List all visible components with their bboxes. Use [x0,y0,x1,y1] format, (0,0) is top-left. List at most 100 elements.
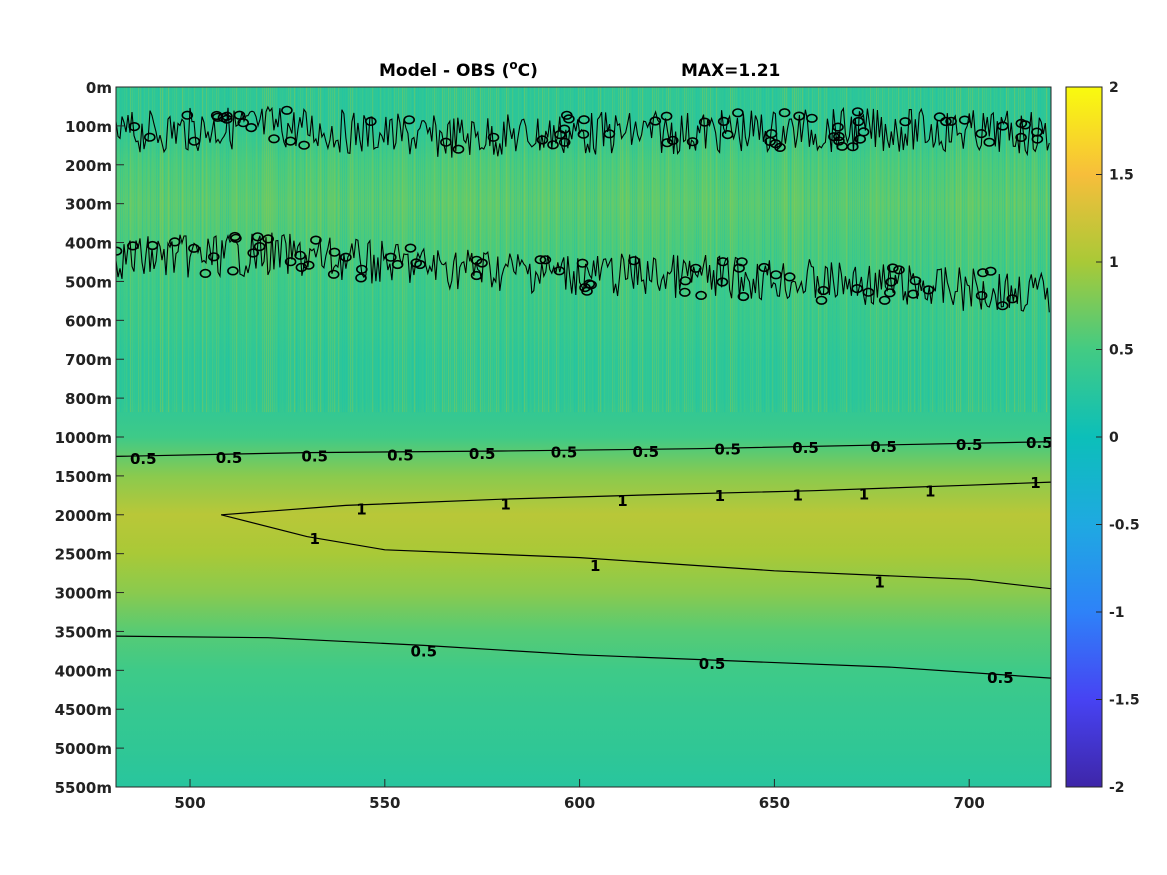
noise-stripe [740,87,742,413]
noise-stripe [1004,87,1006,413]
contour-label-0 [221,114,233,124]
noise-stripe [232,87,234,413]
noise-stripe [362,87,364,413]
noise-stripe [594,87,596,413]
noise-stripe [976,87,978,413]
noise-stripe [170,87,172,413]
contour-label-0 [958,115,971,125]
noise-stripe [534,87,536,413]
noise-stripe [714,87,716,413]
contour-line-0.5 [116,441,1051,457]
colorbar-tick-label: 0.5 [1109,343,1134,359]
noise-stripe [470,87,472,413]
noise-stripe [388,87,390,413]
noise-stripe [732,87,734,413]
contour-label-0 [1015,132,1027,142]
noise-stripe [1018,87,1020,413]
noise-stripe [472,87,474,413]
noise-stripe [490,87,492,413]
contour-label-0 [188,136,201,146]
noise-stripe [242,87,244,413]
noise-stripe [792,87,794,413]
contour-label-0 [717,257,729,267]
noise-stripe [322,87,324,413]
noise-stripe [452,87,454,413]
noise-stripe [576,87,578,413]
noise-stripe [612,87,614,413]
noise-stripe [392,87,394,413]
noise-stripe [966,87,968,413]
noise-stripe [624,87,626,413]
noise-stripe [726,87,728,413]
noise-stripe [808,87,810,413]
noise-stripe [1014,87,1016,413]
noise-stripe [162,87,164,413]
noise-stripe [622,87,624,413]
noise-stripe [116,87,118,413]
noise-stripe [318,87,320,413]
contour-label-0 [146,240,159,251]
noise-stripe [376,87,378,413]
colorbar-tick-label: -2 [1109,780,1125,796]
noise-stripe [522,87,524,413]
contour-label-0 [661,138,674,148]
noise-stripe [698,87,700,413]
noise-stripe [544,87,546,413]
noise-stripe [986,87,988,413]
noise-stripe [642,87,644,413]
noise-stripe [656,87,658,413]
noise-stripe [1038,87,1040,413]
noise-stripe [428,87,430,413]
noise-stripe [228,87,230,413]
noise-stripe [196,87,198,413]
contour-label-0 [851,107,864,117]
noise-stripe [568,87,570,413]
noise-stripe [384,87,386,413]
contour-label-0 [128,121,141,132]
noise-stripe [340,87,342,413]
contour-label-0 [284,257,297,267]
noise-stripe [810,87,812,413]
noise-stripe [910,87,912,413]
noise-stripe [590,87,592,413]
noise-stripe [858,87,860,413]
noise-stripe [954,87,956,413]
noise-stripe [418,87,420,413]
contour-label-0 [328,247,341,257]
noise-stripe [282,87,284,413]
noise-stripe [276,87,278,413]
noise-stripe [602,87,604,413]
noise-stripe [234,87,236,413]
noise-stripe [580,87,582,413]
colorbar-tick-label: 1 [1109,255,1119,271]
noise-stripe [868,87,870,413]
noise-stripe [824,87,826,413]
contour-lines [116,105,1051,679]
noise-stripe [488,87,490,413]
noise-stripe [510,87,512,413]
contour-label: 0.5 [699,655,726,673]
contour-label: 0.5 [301,447,328,465]
y-tick-label: 1000m [55,429,112,447]
contour-label-0 [284,136,297,146]
contour-label-0 [758,262,770,273]
noise-stripe [666,87,668,413]
noise-stripe [936,87,938,413]
noise-stripe [468,87,470,413]
noise-stripe [184,87,186,413]
contour-label-0 [298,140,310,150]
contour-label-0 [933,112,946,122]
contour-label-0 [294,250,306,260]
contour-label-0 [233,110,246,120]
contour-label-0 [327,269,340,279]
noise-stripe [498,87,500,413]
noise-stripe [744,87,746,413]
noise-stripe [702,87,704,413]
contour-label-0 [563,114,575,124]
noise-stripe [202,87,204,413]
noise-stripe [480,87,482,413]
noise-stripe [420,87,422,413]
noise-stripe [168,87,170,413]
noise-stripe [564,87,566,413]
y-tick-label: 500m [65,273,112,291]
